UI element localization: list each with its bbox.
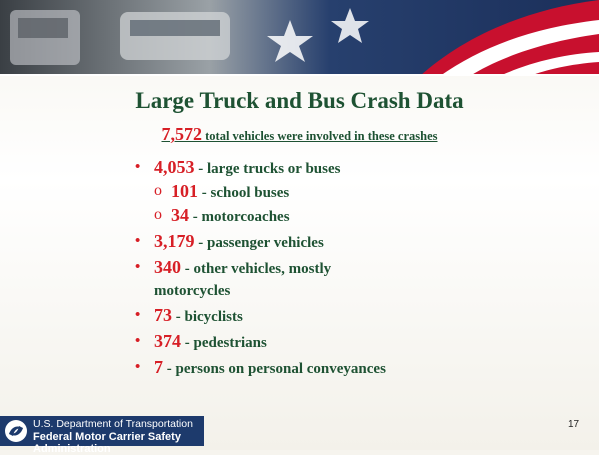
summary-text: total vehicles were involved in these cr… xyxy=(205,129,438,143)
sub-item: o 101 - school buses xyxy=(154,180,425,204)
sub-number: 34 xyxy=(171,205,189,225)
banner xyxy=(0,0,599,76)
item-body: 374 - pedestrians xyxy=(154,330,425,354)
item-body: 73 - bicyclists xyxy=(154,304,425,328)
item-body: 340 - other vehicles, mostly motorcycles xyxy=(154,256,384,302)
bullet: • xyxy=(135,259,141,275)
summary-number: 7,572 xyxy=(161,124,203,144)
item-text: - large trucks or buses xyxy=(198,161,341,177)
item-body: 4,053 - large trucks or buses xyxy=(154,156,425,180)
page-number: 17 xyxy=(568,419,580,430)
dot-logo xyxy=(5,420,27,442)
bullet: • xyxy=(135,233,141,249)
bullet-item: • 3,179 - passenger vehicles xyxy=(135,230,425,254)
summary: 7,572 total vehicles were involved in th… xyxy=(0,124,599,145)
sub-text: - school buses xyxy=(201,185,290,201)
item-number: 374 xyxy=(154,331,181,351)
bullet: • xyxy=(135,333,141,349)
bullet-list: • 4,053 - large trucks or buses o 101 - sch… xyxy=(135,156,425,382)
bullet: • xyxy=(135,159,141,175)
bullet-item: • 73 - bicyclists xyxy=(135,304,425,328)
item-number: 3,179 xyxy=(154,231,195,251)
item-text: - pedestrians xyxy=(184,335,267,351)
sub-bullet: o xyxy=(154,182,162,199)
sub-text: - motorcoaches xyxy=(192,209,290,225)
bullet-item: • 4,053 - large trucks or buses o 101 - sch… xyxy=(135,156,425,228)
item-number: 73 xyxy=(154,305,172,325)
item-body: 3,179 - passenger vehicles xyxy=(154,230,425,254)
bullet-item: • 374 - pedestrians xyxy=(135,330,425,354)
footer-line2: Federal Motor Carrier Safety Administrat… xyxy=(33,431,181,455)
bullet-item: • 7 - persons on personal conveyances xyxy=(135,356,425,380)
item-number: 4,053 xyxy=(154,157,195,177)
item-text: - persons on personal conveyances xyxy=(166,361,386,377)
title: Large Truck and Bus Crash Data xyxy=(135,88,464,113)
sub-number: 101 xyxy=(171,181,198,201)
sub-list: o 101 - school buses o 34 - motorcoaches xyxy=(154,180,425,228)
footer: U.S. Department of Transportation Federa… xyxy=(0,416,204,455)
item-number: 340 xyxy=(154,257,181,277)
sub-bullet: o xyxy=(154,206,162,223)
item-number: 7 xyxy=(154,357,163,377)
item-text: - bicyclists xyxy=(175,309,243,325)
item-text: - passenger vehicles xyxy=(198,235,324,251)
item-body: 7 - persons on personal conveyances xyxy=(154,356,425,380)
sub-item: o 34 - motorcoaches xyxy=(154,204,425,228)
bullet: • xyxy=(135,359,141,375)
bullet: • xyxy=(135,307,141,323)
footer-line1: U.S. Department of Transportation xyxy=(33,418,193,430)
item-text: - other vehicles, mostly motorcycles xyxy=(154,261,332,299)
bullet-item: • 340 - other vehicles, mostly motorcycle… xyxy=(135,256,425,302)
